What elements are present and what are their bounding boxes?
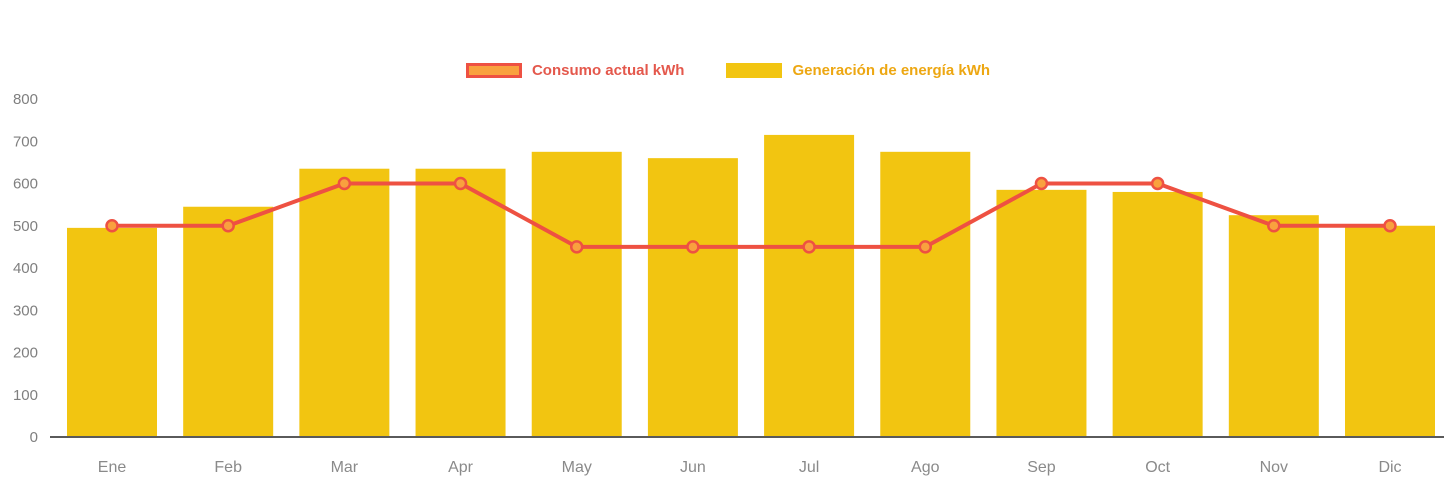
bar-Jun <box>647 158 738 437</box>
generacion-legend-label: Generación de energía kWh <box>792 62 991 79</box>
legend-item-consumo[interactable]: Consumo actual kWh <box>465 62 685 79</box>
x-axis-label: Jun <box>680 459 706 476</box>
consumo-legend-label: Consumo actual kWh <box>531 62 685 79</box>
consumo-line <box>110 181 1392 249</box>
y-axis-label: 200 <box>13 345 38 362</box>
x-axis-label: Ago <box>911 459 940 476</box>
point-Nov <box>1267 219 1281 233</box>
point-Feb <box>221 219 235 233</box>
x-axis-label: Ene <box>98 459 127 476</box>
point-Dic <box>1383 219 1397 233</box>
point-Jul <box>802 240 816 254</box>
y-axis-label: 500 <box>13 218 38 235</box>
bar-Apr <box>415 168 506 437</box>
point-Apr <box>453 176 468 191</box>
bar-Mar <box>299 168 390 437</box>
bar-Ago <box>880 151 971 437</box>
x-axis-label: Apr <box>448 459 474 476</box>
x-axis-label: Sep <box>1027 459 1056 476</box>
point-Sep <box>1034 176 1049 191</box>
point-May <box>569 240 584 254</box>
bar-Feb <box>183 206 274 437</box>
point-Jun <box>686 240 700 254</box>
y-axis-label: 100 <box>13 387 38 404</box>
point-Mar <box>337 176 352 191</box>
x-axis-label: Nov <box>1260 459 1288 476</box>
chart-legend: Consumo actual kWh Generación de energía… <box>0 62 1456 79</box>
bar-Dic <box>1345 225 1435 437</box>
bar-May <box>531 151 622 437</box>
y-axis-label: 300 <box>13 302 38 319</box>
x-axis-label: May <box>562 459 592 476</box>
y-axis-label: 800 <box>13 91 38 108</box>
bar-Jul <box>764 134 855 437</box>
x-axis-label: Mar <box>331 459 359 476</box>
bar-Ene <box>67 227 157 437</box>
bar-Oct <box>1112 191 1203 437</box>
point-Ene <box>105 219 119 233</box>
x-axis-label: Jul <box>799 459 819 476</box>
y-axis-label: 600 <box>13 176 38 193</box>
y-axis-label: 700 <box>13 133 38 150</box>
bar-Sep <box>996 189 1087 437</box>
bar-Nov <box>1228 215 1319 437</box>
point-Oct <box>1150 176 1165 191</box>
x-axis-label: Feb <box>214 459 242 476</box>
point-Ago <box>918 240 933 254</box>
generacion-bar-swatch <box>726 63 783 78</box>
consumo-line-swatch <box>465 63 522 78</box>
y-axis-label: 0 <box>30 429 38 446</box>
x-axis-label: Oct <box>1145 459 1170 476</box>
x-axis-label: Dic <box>1378 459 1401 476</box>
y-axis-label: 400 <box>13 260 38 277</box>
legend-item-generacion[interactable]: Generación de energía kWh <box>726 62 990 79</box>
